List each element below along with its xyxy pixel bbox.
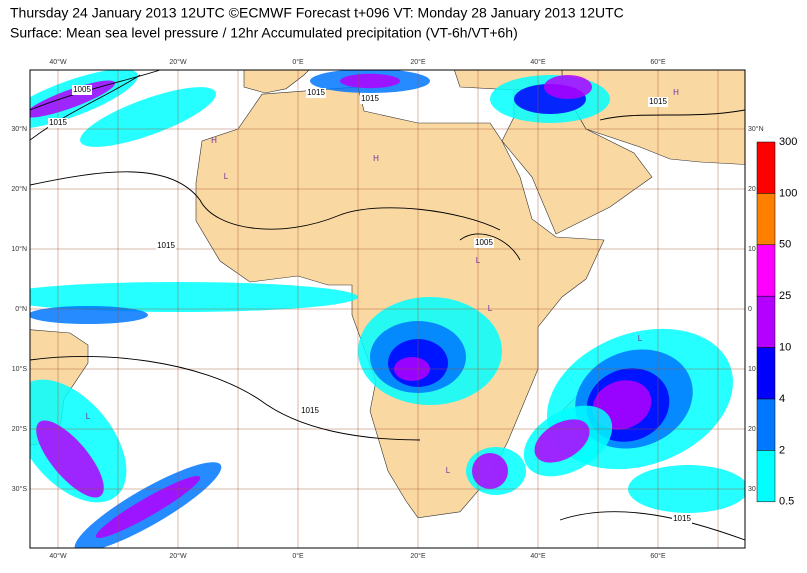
pressure-center: H bbox=[673, 88, 679, 97]
lat-label-right: 0 bbox=[748, 306, 752, 313]
lat-label: 20°N bbox=[11, 185, 27, 193]
isobar-label: 1015 bbox=[157, 241, 175, 250]
lat-label: 30°N bbox=[11, 125, 27, 133]
colorbar-swatch bbox=[756, 398, 776, 451]
lat-label-right: 20 bbox=[748, 186, 756, 193]
colorbar-swatch bbox=[756, 141, 776, 194]
isobar bbox=[30, 70, 161, 111]
pressure-center: H bbox=[211, 136, 217, 145]
colorbar-swatch bbox=[756, 193, 776, 246]
lon-label-top: 0°E bbox=[292, 58, 304, 66]
lon-label-top: 60°E bbox=[650, 58, 666, 66]
isobar-label-bg bbox=[156, 241, 176, 251]
lon-label-bottom: 40°E bbox=[530, 552, 546, 560]
lat-label-right: 10 bbox=[748, 366, 756, 373]
colorbar-swatch bbox=[756, 450, 776, 503]
precipitation bbox=[95, 476, 201, 538]
isobar bbox=[599, 109, 745, 121]
pressure-center: L bbox=[638, 334, 643, 343]
colorbar-label: 100 bbox=[779, 187, 797, 199]
colorbar-label: 4 bbox=[779, 393, 785, 405]
pressure-center: L bbox=[446, 466, 451, 475]
lat-label-right: 30 bbox=[748, 486, 756, 493]
subtitle: Surface: Mean sea level pressure / 12hr … bbox=[10, 25, 518, 41]
isobar-label-bg bbox=[474, 238, 494, 248]
precipitation bbox=[534, 419, 590, 463]
colorbar-label: 300 bbox=[779, 136, 797, 148]
colorbar-label: 50 bbox=[779, 239, 791, 251]
isobar bbox=[559, 511, 745, 541]
isobar-label-bg bbox=[300, 406, 320, 416]
lat-label: 10°S bbox=[12, 365, 28, 373]
precipitation bbox=[36, 420, 104, 498]
map-frame bbox=[29, 69, 746, 549]
colorbar-label: 10 bbox=[779, 342, 791, 354]
isobar-label-bg bbox=[360, 94, 380, 104]
colorbar-label: 25 bbox=[779, 290, 791, 302]
lon-label-bottom: 40°W bbox=[49, 552, 67, 560]
lat-label: 30°S bbox=[12, 485, 28, 493]
pressure-center: L bbox=[86, 412, 91, 421]
pressure-center: L bbox=[224, 172, 229, 181]
colorbar-swatch bbox=[756, 295, 776, 348]
lon-label-bottom: 60°E bbox=[650, 552, 666, 560]
isobar bbox=[30, 74, 141, 141]
precipitation bbox=[30, 80, 116, 118]
precipitation bbox=[544, 75, 592, 99]
colorbar-label: 0.5 bbox=[779, 496, 794, 508]
map: 1005 1015 1015 1015 1015 1005 1015 1015 1015 H H L L… bbox=[30, 70, 745, 548]
lon-label-top: 20°W bbox=[169, 58, 187, 66]
isobar-label: 1005 bbox=[73, 85, 91, 94]
precipitation bbox=[30, 282, 358, 312]
pressure-center: H bbox=[373, 154, 379, 163]
isobar-label-bg bbox=[648, 97, 668, 107]
lat-label: 20°S bbox=[12, 425, 28, 433]
lat-label-right: 30°N bbox=[748, 125, 764, 133]
isobar-label-bg bbox=[48, 118, 68, 128]
isobar-label: 1005 bbox=[475, 238, 493, 247]
isobar bbox=[459, 233, 521, 261]
lat-label-right: 20 bbox=[748, 426, 756, 433]
isobar-label: 1015 bbox=[49, 118, 67, 127]
pressure-center: L bbox=[488, 304, 493, 313]
precipitation bbox=[340, 73, 400, 89]
isobar-label: 1015 bbox=[361, 94, 379, 103]
isobar-label-bg bbox=[306, 88, 326, 98]
isobar bbox=[30, 171, 501, 231]
isobar-label-bg bbox=[72, 85, 92, 95]
lon-label-top: 20°E bbox=[410, 58, 426, 66]
lat-label: 10°N bbox=[11, 245, 27, 253]
isobar-label-bg bbox=[672, 514, 692, 524]
lon-label-bottom: 20°W bbox=[169, 552, 187, 560]
isobar-label: 1015 bbox=[649, 97, 667, 106]
pressure-center: L bbox=[476, 256, 481, 265]
isobar-label: 1015 bbox=[301, 406, 319, 415]
lat-label-right: 10 bbox=[748, 246, 756, 253]
colorbar-swatch bbox=[756, 244, 776, 297]
isobar bbox=[30, 355, 421, 441]
title: Thursday 24 January 2013 12UTC ©ECMWF Fo… bbox=[10, 5, 624, 21]
precipitation bbox=[472, 453, 508, 489]
isobar-label: 1015 bbox=[673, 514, 691, 523]
lon-label-bottom: 20°E bbox=[410, 552, 426, 560]
precipitation bbox=[30, 306, 148, 324]
land bbox=[243, 70, 310, 94]
lon-label-top: 40°W bbox=[49, 58, 67, 66]
lon-label-bottom: 0°E bbox=[292, 552, 304, 560]
colorbar-label: 2 bbox=[779, 444, 785, 456]
isobar-label: 1015 bbox=[307, 88, 325, 97]
lat-label: 0°N bbox=[15, 305, 27, 313]
lon-label-top: 40°E bbox=[530, 58, 546, 66]
colorbar-swatch bbox=[756, 347, 776, 400]
precipitation bbox=[80, 87, 216, 147]
